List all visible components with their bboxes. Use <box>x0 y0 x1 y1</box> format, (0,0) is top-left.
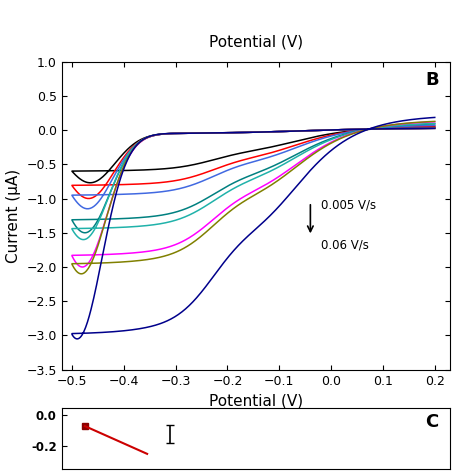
Text: 0.005 V/s: 0.005 V/s <box>321 199 376 211</box>
Y-axis label: Current (μA): Current (μA) <box>6 169 21 263</box>
X-axis label: Potential (V): Potential (V) <box>209 393 303 408</box>
Text: Potential (V): Potential (V) <box>209 35 303 50</box>
Text: C: C <box>425 412 438 430</box>
Text: 0.06 V/s: 0.06 V/s <box>321 238 369 251</box>
Text: B: B <box>425 71 438 89</box>
